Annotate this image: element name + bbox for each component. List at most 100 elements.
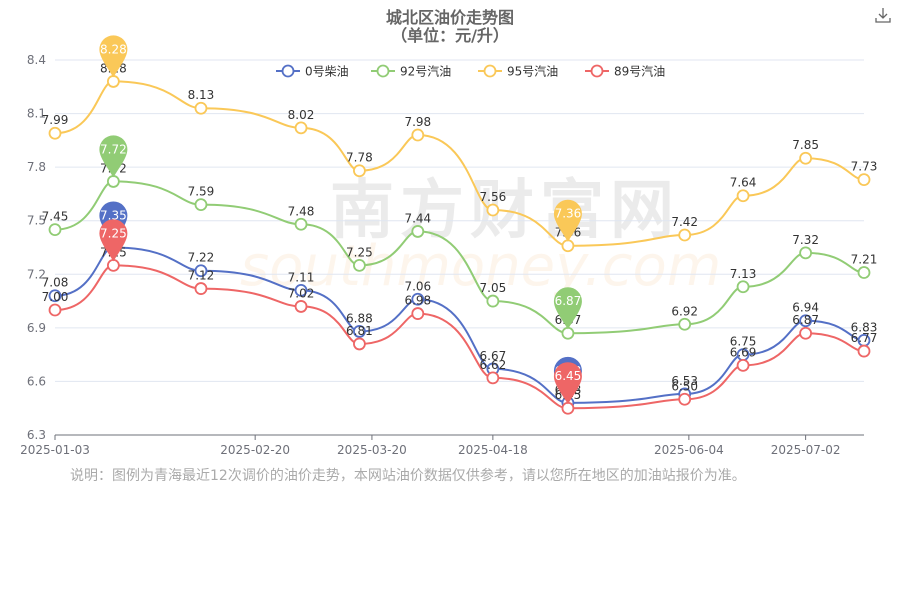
legend-item-0[interactable]: 0号柴油 <box>276 65 349 79</box>
markpoint-pin <box>99 135 128 178</box>
chart-title: 城北区油价走势图 <box>385 8 514 27</box>
data-point <box>48 289 62 303</box>
data-label: 7.25 <box>346 245 373 259</box>
x-axis: 2025-01-03 2025-02-20 2025-03-20 2025-04-18… <box>20 434 864 457</box>
data-label: 6.81 <box>346 324 373 338</box>
data-point <box>561 401 575 415</box>
line-chart: 南方财富网 southmoney.com 6.3 6.6 6.9 7.2 7.5 7.8 8… <box>20 35 878 457</box>
data-point <box>48 223 62 237</box>
x-tick-label: 2025-01-03 <box>20 443 90 457</box>
data-label: 8.02 <box>288 108 315 122</box>
markpoint-pin <box>553 199 582 242</box>
data-label: 6.75 <box>730 335 757 349</box>
markpoint-label: 7.35 <box>100 209 127 223</box>
data-label: 8.13 <box>188 88 215 102</box>
download-icon[interactable] <box>874 6 892 24</box>
legend-label: 89号汽油 <box>614 64 665 79</box>
data-label: 7.59 <box>188 185 215 199</box>
data-label: 7.45 <box>42 210 69 224</box>
markpoint-pin <box>553 362 582 405</box>
data-point <box>294 121 308 135</box>
markpoint-pin <box>553 287 582 330</box>
legend-symbol <box>376 64 390 78</box>
data-point <box>678 317 692 331</box>
legend-item-1[interactable]: 92号汽油 <box>371 64 451 79</box>
data-point <box>294 217 308 231</box>
data-label: 6.50 <box>671 379 698 393</box>
data-label: 7.02 <box>288 286 315 300</box>
data-label: 6.67 <box>480 349 507 363</box>
chart-subtitle: （单位：元/升） <box>391 26 509 45</box>
markpoint-label: 7.72 <box>100 142 127 156</box>
data-point <box>294 300 308 313</box>
markpoint-label: 8.28 <box>100 42 127 56</box>
y-tick-label: 8.1 <box>27 107 46 121</box>
x-tick-label: 2025-02-20 <box>220 443 290 457</box>
markpoint-pin <box>99 35 128 78</box>
data-point <box>411 128 425 142</box>
data-label: 6.92 <box>671 304 698 318</box>
y-tick-label: 6.3 <box>27 428 46 442</box>
data-point <box>106 258 120 272</box>
data-label: 7.22 <box>188 251 215 265</box>
data-label: 6.77 <box>851 331 878 345</box>
data-label: 6.69 <box>730 345 757 359</box>
y-tick-label: 7.8 <box>27 160 46 174</box>
data-labels: 7.087.357.227.116.887.066.676.486.536.75… <box>42 61 878 402</box>
data-point <box>799 246 813 260</box>
x-tick-label: 2025-04-18 <box>458 443 528 457</box>
data-label: 7.08 <box>42 276 69 290</box>
data-point <box>353 164 366 178</box>
legend-symbol <box>590 64 604 78</box>
data-point <box>106 175 120 188</box>
data-label: 7.85 <box>792 138 819 152</box>
watermark: 南方财富网 southmoney.com <box>240 174 721 299</box>
data-point <box>799 314 813 328</box>
data-label: 6.94 <box>792 301 819 315</box>
data-label: 7.42 <box>671 215 698 229</box>
data-point <box>353 337 366 351</box>
data-point <box>353 258 366 272</box>
data-label: 7.11 <box>288 270 315 284</box>
data-point <box>48 303 62 317</box>
x-tick-label: 2025-03-20 <box>337 443 407 457</box>
data-point <box>678 392 692 406</box>
data-label: 7.48 <box>288 204 315 218</box>
data-point <box>736 189 750 203</box>
data-label: 7.44 <box>404 211 431 225</box>
data-label: 7.99 <box>42 113 69 127</box>
markpoint-pin <box>99 219 128 262</box>
markpoint-label: 7.36 <box>555 207 582 221</box>
y-axis: 6.3 6.6 6.9 7.2 7.5 7.8 8.1 8.4 <box>27 53 46 442</box>
data-point <box>736 280 750 294</box>
legend-label: 0号柴油 <box>305 65 349 79</box>
markpoint-label: 6.87 <box>555 294 582 308</box>
data-point <box>799 326 813 340</box>
data-point <box>799 151 813 165</box>
data-point <box>857 266 871 279</box>
data-point <box>194 282 208 295</box>
data-label: 7.13 <box>730 267 757 281</box>
markpoint-label: 7.25 <box>100 226 127 240</box>
data-point <box>736 358 750 372</box>
data-point <box>194 101 208 115</box>
data-label: 6.83 <box>851 320 878 334</box>
data-point <box>194 198 208 212</box>
legend-label: 92号汽油 <box>400 64 451 79</box>
data-label: 7.64 <box>730 176 757 190</box>
data-label: 6.87 <box>792 313 819 327</box>
y-tick-label: 8.4 <box>27 53 46 67</box>
y-tick-label: 7.5 <box>27 214 46 228</box>
legend-item-2[interactable]: 95号汽油 <box>478 64 558 79</box>
data-point <box>561 326 575 340</box>
y-tick-label: 6.6 <box>27 374 46 388</box>
data-label: 6.62 <box>480 358 507 372</box>
data-label: 7.12 <box>188 269 215 283</box>
data-label: 7.73 <box>851 160 878 174</box>
legend[interactable]: 0号柴油 92号汽油 95号汽油 89号汽油 <box>276 64 665 79</box>
data-point <box>411 292 425 306</box>
data-point <box>353 325 366 338</box>
data-point <box>411 307 425 320</box>
data-label: 7.78 <box>346 151 373 165</box>
legend-item-3[interactable]: 89号汽油 <box>585 64 665 79</box>
